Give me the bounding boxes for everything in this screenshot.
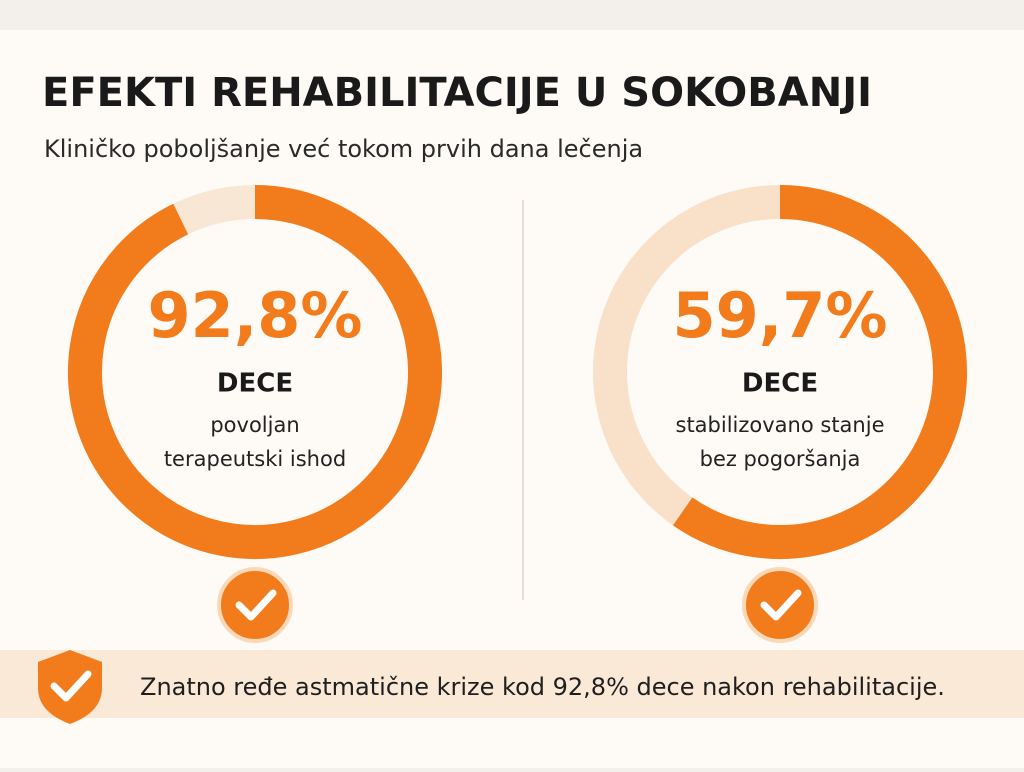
check-icon [742, 567, 818, 643]
group-label: DECE [217, 369, 293, 399]
title: EFEKTI REHABILITACIJE U SOKOBANJI [42, 70, 872, 116]
footer-band [0, 650, 1024, 718]
donut-arc [68, 185, 442, 559]
subtitle: Kliničko poboljšanje već tokom prvih dan… [44, 135, 643, 163]
check-icon [217, 567, 293, 643]
description: terapeutski ishod [164, 447, 346, 471]
description: bez pogoršanja [700, 447, 861, 471]
shield-icon [38, 650, 102, 724]
check-mark [235, 589, 277, 621]
card [0, 30, 1024, 768]
check-circle [217, 567, 293, 643]
footer-text: Znatno ređe astmatične krize kod 92,8% d… [140, 673, 945, 701]
percent-label: 59,7% [672, 279, 887, 352]
check-circle [742, 567, 818, 643]
donut-arc [672, 185, 967, 559]
group-label: DECE [742, 369, 818, 399]
description: stabilizovano stanje [676, 413, 885, 437]
check-mark [760, 589, 802, 621]
percent-label: 92,8% [147, 279, 362, 352]
description: povoljan [210, 413, 299, 437]
